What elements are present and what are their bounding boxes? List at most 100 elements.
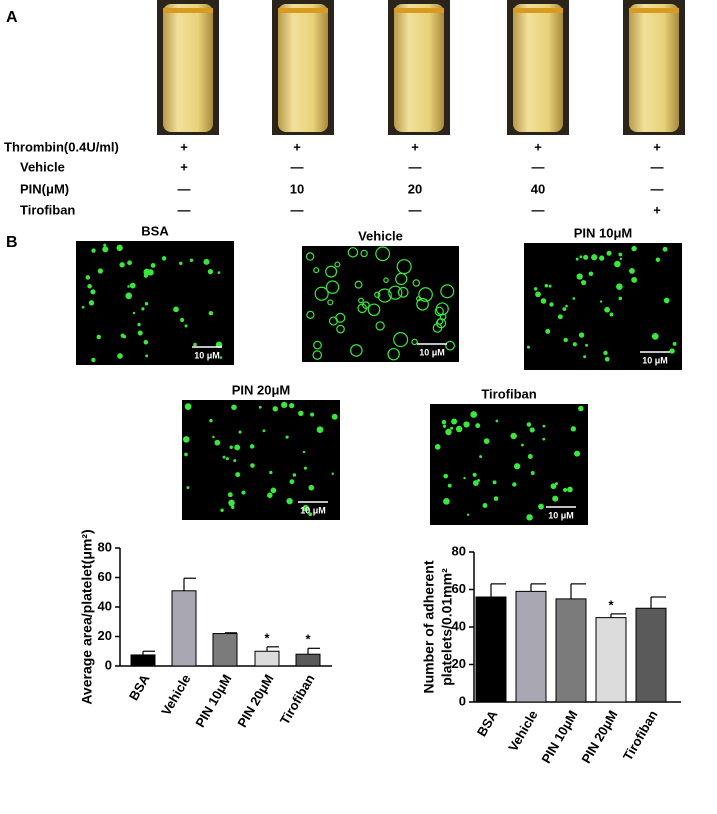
platelet bbox=[289, 479, 295, 485]
cell: + bbox=[293, 139, 301, 154]
platelet bbox=[229, 445, 233, 449]
platelet bbox=[672, 341, 677, 346]
bar bbox=[635, 607, 667, 703]
platelet bbox=[606, 250, 612, 256]
scale-label: 10 μM bbox=[548, 510, 574, 520]
platelet bbox=[208, 310, 214, 316]
platelet bbox=[147, 269, 154, 276]
x-tick-label: Tirofiban bbox=[277, 672, 318, 728]
platelet bbox=[91, 357, 96, 363]
platelet bbox=[214, 439, 221, 446]
platelet bbox=[492, 480, 497, 485]
tube bbox=[629, 4, 679, 132]
platelet bbox=[432, 323, 443, 333]
platelet bbox=[180, 317, 185, 323]
platelet bbox=[477, 479, 481, 483]
platelet bbox=[305, 252, 315, 261]
platelet bbox=[443, 473, 449, 479]
image-title: Tirofiban bbox=[481, 386, 536, 401]
cell: 10 bbox=[290, 181, 304, 196]
platelet bbox=[383, 277, 389, 283]
scale-label: 10 μM bbox=[642, 355, 668, 365]
y-tick-label: 0 bbox=[105, 657, 112, 672]
platelet bbox=[443, 497, 450, 505]
scale-label: 10 μM bbox=[194, 350, 220, 360]
platelet bbox=[521, 443, 524, 447]
y-tick-label: 40 bbox=[452, 618, 466, 633]
platelet bbox=[179, 261, 183, 266]
platelet bbox=[533, 287, 538, 291]
significance: * bbox=[305, 632, 311, 647]
platelet bbox=[581, 279, 587, 286]
platelet bbox=[150, 263, 156, 268]
platelet bbox=[117, 353, 123, 359]
y-tick-label: 80 bbox=[452, 543, 466, 558]
x-tick-label: Vehicle bbox=[505, 708, 540, 754]
bar bbox=[212, 633, 238, 667]
platelet bbox=[375, 246, 391, 262]
platelet bbox=[262, 429, 266, 433]
platelet bbox=[618, 296, 623, 301]
platelet bbox=[141, 307, 145, 311]
row-label: Vehicle bbox=[20, 159, 65, 174]
platelet bbox=[233, 459, 237, 463]
platelet bbox=[331, 413, 338, 420]
platelet bbox=[335, 312, 346, 323]
platelet bbox=[583, 254, 589, 260]
platelet bbox=[512, 482, 517, 487]
platelet bbox=[526, 345, 531, 349]
platelet bbox=[472, 480, 479, 486]
platelet bbox=[347, 247, 359, 258]
platelet bbox=[360, 249, 368, 258]
y-tick-label: 20 bbox=[98, 628, 112, 643]
platelet bbox=[302, 450, 306, 454]
platelet bbox=[367, 303, 381, 317]
platelet bbox=[308, 484, 315, 491]
cell: — bbox=[178, 181, 191, 196]
platelet bbox=[137, 330, 143, 336]
bar bbox=[130, 654, 156, 667]
platelet bbox=[396, 259, 412, 275]
micrograph bbox=[430, 404, 588, 525]
platelet bbox=[88, 300, 95, 306]
platelet bbox=[97, 268, 104, 274]
platelet bbox=[310, 412, 315, 417]
platelet bbox=[209, 418, 213, 423]
platelet bbox=[510, 432, 517, 440]
platelet bbox=[572, 297, 576, 300]
platelet bbox=[306, 310, 315, 319]
platelet bbox=[377, 288, 392, 303]
y-axis-label: Average area/platelet(μm²) bbox=[79, 529, 95, 704]
cell: — bbox=[178, 202, 191, 217]
bar bbox=[515, 590, 547, 703]
panel-label: B bbox=[6, 234, 18, 251]
platelet bbox=[212, 435, 215, 439]
platelet bbox=[526, 422, 532, 427]
platelet bbox=[663, 297, 670, 304]
platelet bbox=[475, 423, 481, 429]
tube-rim bbox=[629, 8, 679, 13]
platelet bbox=[588, 271, 594, 277]
platelet bbox=[334, 261, 341, 268]
platelet bbox=[327, 299, 334, 306]
y-tick-label: 60 bbox=[98, 569, 112, 584]
platelet bbox=[479, 455, 483, 459]
tube bbox=[163, 4, 213, 132]
platelet bbox=[184, 403, 192, 411]
platelet bbox=[270, 487, 277, 494]
platelet bbox=[470, 411, 478, 418]
micrograph bbox=[524, 243, 682, 370]
platelet bbox=[434, 444, 441, 450]
platelet bbox=[557, 314, 563, 320]
platelet bbox=[132, 311, 136, 315]
platelet bbox=[103, 243, 107, 247]
platelet bbox=[325, 265, 338, 278]
platelet bbox=[289, 402, 295, 409]
bar bbox=[254, 650, 280, 667]
cell: + bbox=[180, 159, 188, 174]
platelet bbox=[529, 427, 535, 433]
tube bbox=[394, 4, 444, 132]
platelet bbox=[563, 487, 568, 493]
platelet bbox=[575, 257, 579, 261]
